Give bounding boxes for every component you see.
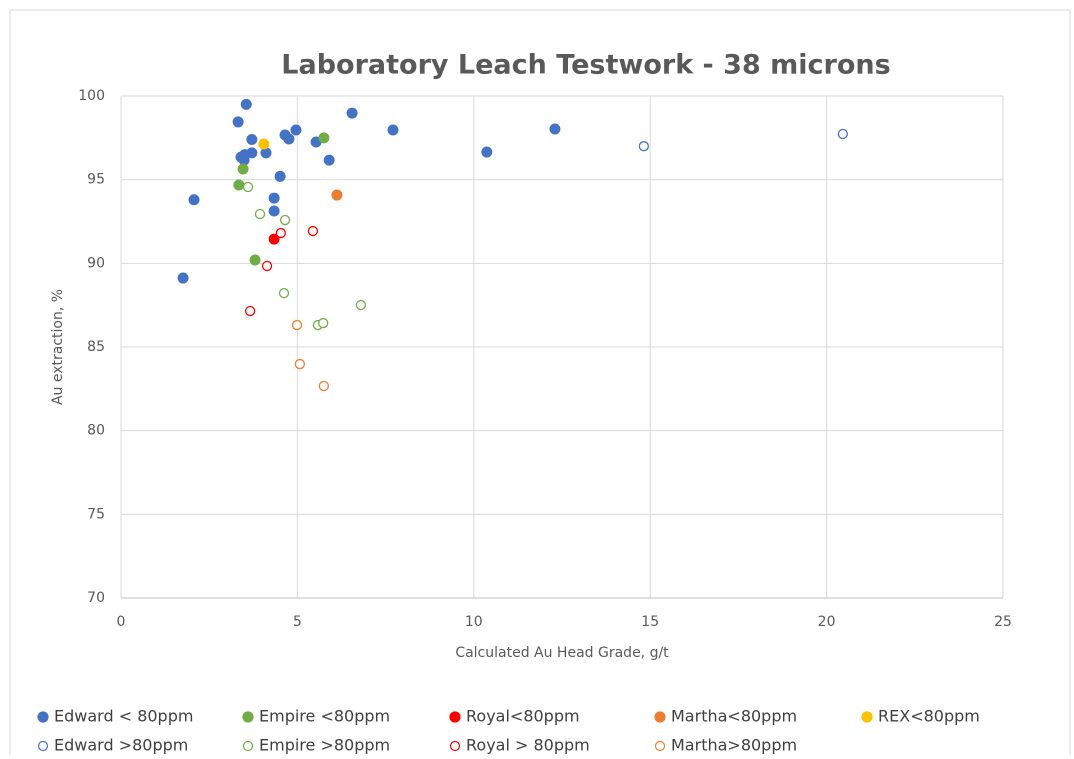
data-point: [274, 170, 286, 182]
data-point: [260, 147, 272, 159]
data-point: [291, 319, 303, 331]
y-tick-label: 80: [87, 423, 105, 439]
data-point: [275, 227, 286, 239]
data-point: [237, 163, 249, 175]
y-tick-label: 95: [87, 172, 105, 188]
data-point: [240, 98, 252, 110]
x-tick-label: 20: [818, 614, 836, 630]
data-point: [638, 141, 649, 152]
data-point: [261, 260, 273, 272]
data-point: [278, 287, 290, 299]
legend-label: Edward < 80ppm: [54, 707, 193, 726]
legend-label: Edward >80ppm: [54, 736, 188, 755]
x-tick-label: 10: [465, 614, 483, 630]
data-point: [188, 194, 200, 206]
legend-label: Royal > 80ppm: [466, 736, 590, 755]
data-point: [481, 146, 493, 158]
legend-marker: [449, 711, 461, 723]
data-point: [318, 132, 330, 144]
y-tick-label: 90: [87, 255, 105, 271]
legend-marker: [654, 711, 666, 723]
data-point: [294, 358, 306, 370]
y-tick-label: 85: [87, 339, 105, 355]
data-point: [249, 254, 261, 266]
data-point: [242, 181, 254, 193]
data-point: [323, 154, 335, 166]
data-point: [268, 205, 280, 217]
legend-label: Empire <80ppm: [259, 707, 390, 726]
chart-border: [9, 9, 1071, 759]
data-point: [239, 149, 251, 161]
y-tick-label: 70: [87, 590, 105, 606]
legend-marker: [449, 740, 461, 752]
data-point: [290, 124, 302, 136]
y-tick-label: 100: [78, 88, 105, 104]
data-point: [549, 123, 561, 135]
legend-label: REX<80ppm: [878, 707, 980, 726]
legend-marker: [242, 740, 254, 752]
y-tick-label: 75: [87, 506, 105, 522]
legend-marker: [654, 740, 666, 752]
y-axis-label: Au extraction, %: [50, 289, 66, 405]
x-tick-label: 25: [994, 614, 1012, 630]
legend-label: Martha<80ppm: [671, 707, 797, 726]
data-point: [246, 134, 258, 146]
legend-label: Martha>80ppm: [671, 736, 797, 755]
data-point: [258, 138, 270, 150]
data-point: [837, 128, 848, 140]
data-point: [318, 380, 330, 392]
data-point: [244, 305, 256, 317]
data-point: [233, 179, 245, 191]
legend-label: Royal<80ppm: [466, 707, 580, 726]
x-axis-label: Calculated Au Head Grade, g/t: [455, 645, 669, 661]
data-point: [346, 107, 358, 119]
legend-label: Empire >80ppm: [259, 736, 390, 755]
x-tick-label: 0: [117, 614, 126, 630]
legend-marker: [861, 711, 873, 723]
legend-marker: [37, 711, 49, 723]
data-point: [268, 192, 280, 204]
data-point: [268, 233, 280, 245]
data-point: [279, 214, 291, 226]
data-point: [283, 133, 295, 145]
data-point: [254, 208, 266, 220]
data-point: [232, 116, 244, 128]
data-point: [355, 299, 367, 311]
data-point: [307, 225, 319, 237]
data-point: [387, 124, 399, 136]
legend-marker: [242, 711, 254, 723]
chart-title: Laboratory Leach Testwork - 38 microns: [281, 50, 890, 81]
data-point: [177, 272, 189, 284]
data-point: [331, 189, 343, 201]
legend-marker: [37, 740, 49, 752]
data-point: [318, 317, 329, 329]
x-tick-label: 15: [641, 614, 659, 630]
x-tick-label: 5: [293, 614, 302, 630]
